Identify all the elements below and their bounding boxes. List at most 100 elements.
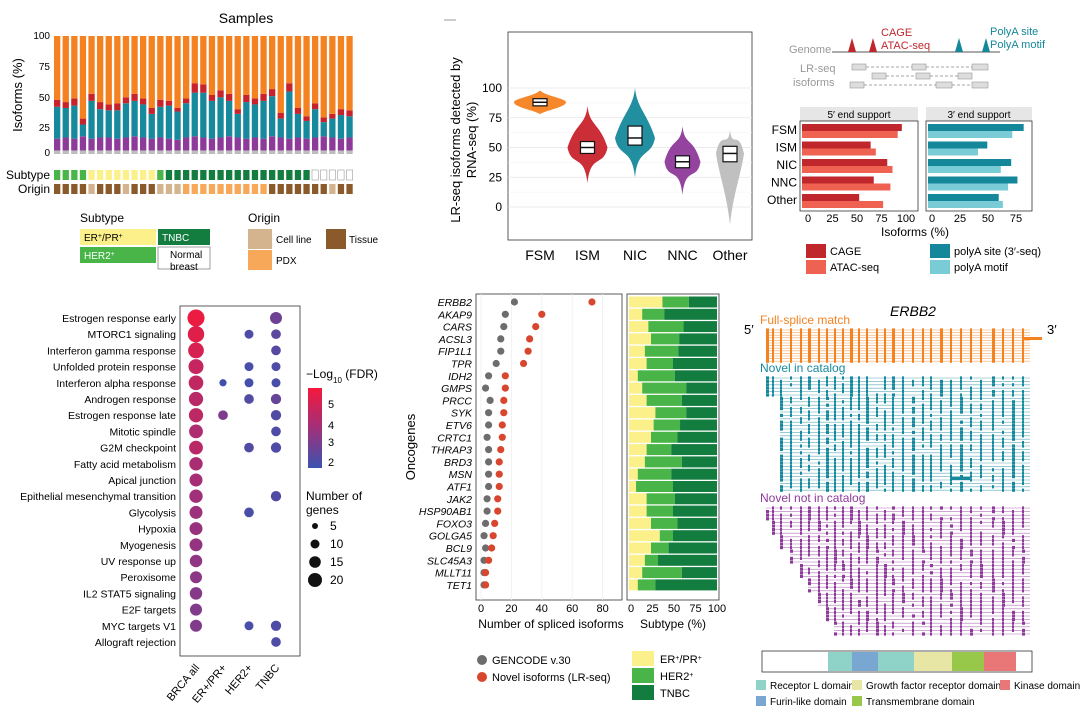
- isoform-exon: [780, 538, 783, 542]
- isoform-exon: [842, 341, 844, 345]
- bar-segment-other: [79, 150, 87, 154]
- isoform-exon: [808, 383, 811, 387]
- isoform-exon: [818, 341, 820, 345]
- isoform-exon: [876, 506, 878, 510]
- bar-segment-ism: [183, 98, 190, 104]
- isoform-exon: [892, 333, 895, 337]
- isoform-exon: [826, 390, 828, 394]
- isoform-exon: [842, 430, 844, 434]
- isoform-exon: [1022, 600, 1024, 604]
- isoform-exon: [892, 632, 894, 636]
- isoform-exon: [842, 451, 844, 455]
- bar-segment-fsm: [320, 36, 327, 118]
- isoform-exon: [1002, 454, 1004, 458]
- origin-cell: [337, 184, 345, 194]
- isoform-exon: [950, 447, 952, 451]
- subtype-cell: [174, 170, 181, 180]
- isoform-exon: [808, 520, 810, 524]
- isoform-exon: [850, 461, 852, 465]
- isoform-exon: [960, 596, 962, 600]
- isoform-exon: [772, 506, 774, 510]
- isoform-exon: [808, 328, 811, 332]
- isoform-exon: [1022, 357, 1024, 361]
- subtype-bar-tnbc: [668, 542, 717, 554]
- isoform-exon: [1002, 393, 1004, 397]
- isoform-exon: [902, 553, 904, 557]
- isoform-exon: [818, 344, 820, 348]
- isoform-exon: [884, 513, 886, 517]
- isoform-exon: [1012, 417, 1015, 421]
- isoform-exon: [980, 393, 982, 397]
- isoform-exon: [902, 510, 904, 514]
- isoform-exon: [858, 549, 860, 553]
- isoform-exon: [992, 333, 995, 337]
- subtype-bar-erpr: [629, 382, 643, 394]
- fdr-tick: 5: [328, 399, 334, 411]
- isoform-exon: [922, 485, 924, 489]
- bar-segment-other: [251, 150, 259, 154]
- bar-segment-nic: [234, 113, 241, 138]
- isoform-exon: [970, 531, 972, 535]
- isoform-exon: [858, 485, 860, 489]
- isoform-exon: [800, 359, 802, 363]
- isoform-exon: [970, 614, 972, 618]
- panel-c-xtick: 0: [929, 213, 935, 225]
- isoform-exon: [834, 596, 836, 600]
- isoform-exon: [1022, 481, 1024, 485]
- isoform-exon: [1002, 535, 1004, 539]
- isoform-exon: [992, 441, 994, 445]
- isoform-exon: [922, 461, 924, 465]
- isoform-exon: [808, 376, 811, 380]
- isoform-exon: [808, 386, 811, 390]
- isoform-exon: [970, 434, 972, 438]
- isoform-exon: [950, 506, 952, 510]
- subtype-bar-her2: [637, 370, 675, 382]
- isoform-exon: [950, 338, 952, 342]
- isoform-exon: [992, 596, 994, 600]
- isoform-exon: [842, 560, 844, 564]
- isoform-exon: [950, 553, 952, 557]
- isoform-exon: [992, 331, 995, 335]
- pathway-label: Allograft rejection: [95, 637, 176, 649]
- isoform-exon: [850, 625, 852, 629]
- pathway-label: Unfolded protein response: [53, 362, 176, 374]
- isoform-exon: [960, 333, 962, 337]
- panel-f-isoform-tracks: [766, 328, 1042, 636]
- isoform-exon: [922, 390, 924, 394]
- isoform-exon: [960, 520, 962, 524]
- isoform-exon: [884, 437, 886, 441]
- bar-segment-nnc: [208, 138, 216, 151]
- isoform-exon: [800, 396, 802, 400]
- isoform-exon: [800, 478, 802, 482]
- isoform-exon: [950, 471, 952, 475]
- isoform-exon: [866, 407, 869, 411]
- subtype-bar-erpr: [629, 567, 643, 579]
- isoform-exon: [858, 383, 860, 387]
- isoform-exon: [922, 434, 924, 438]
- polya-marker-icon: [955, 38, 963, 52]
- isoform-exon: [1022, 567, 1024, 571]
- isoform-exon: [1022, 344, 1024, 348]
- isoform-exon: [818, 420, 820, 424]
- isoform-exon: [1002, 592, 1005, 596]
- isoform-exon: [858, 349, 860, 353]
- isoform-exon: [902, 481, 904, 485]
- isoform-exon: [826, 359, 828, 363]
- isoform-exon: [842, 447, 844, 451]
- isoform-exon: [876, 354, 878, 358]
- isoform-exon: [902, 424, 904, 428]
- isoform-exon: [818, 379, 820, 383]
- isoform-exon: [992, 346, 995, 350]
- bar-segment-ism: [71, 98, 78, 106]
- isoform-exon: [930, 542, 932, 546]
- panel-b-xtick: FSM: [525, 247, 555, 263]
- isoform-exon: [922, 621, 925, 625]
- isoform-exon: [780, 379, 782, 383]
- gencode-dot: [497, 347, 505, 355]
- isoform-exon: [866, 351, 868, 355]
- gene-label: TPR: [451, 359, 472, 371]
- atac-diagram-label: ATAC-seq: [881, 40, 930, 52]
- isoform-exon: [960, 427, 963, 431]
- isoform-exon: [922, 464, 924, 468]
